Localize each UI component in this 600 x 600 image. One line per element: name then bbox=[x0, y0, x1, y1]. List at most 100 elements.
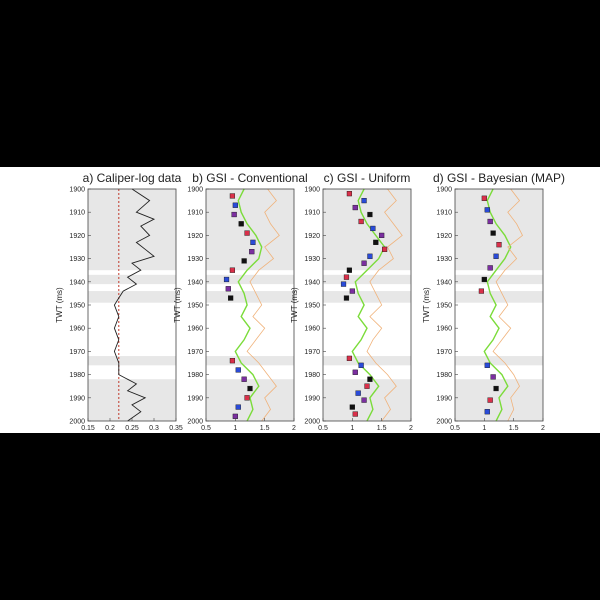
panel-c-data-marker bbox=[361, 260, 367, 266]
panel-b-shaded-interval bbox=[206, 356, 294, 366]
panel-c-data-marker bbox=[352, 204, 358, 211]
panel-d-y-tick-label: 1970 bbox=[436, 349, 452, 356]
panel-a-x-tick-label: 0.35 bbox=[169, 425, 183, 432]
panel-c-data-marker bbox=[379, 232, 385, 239]
panel-c-data-marker bbox=[346, 355, 353, 361]
panel-d-series-line bbox=[492, 188, 524, 422]
panel-b-y-tick-label: 1970 bbox=[187, 349, 203, 356]
panel-b-data-marker bbox=[247, 385, 253, 392]
panel-b-y-tick-label: 1900 bbox=[187, 187, 203, 194]
panel-d-shaded-interval bbox=[455, 189, 543, 271]
panel-c-data-marker bbox=[346, 267, 353, 273]
panel-b-data-marker bbox=[250, 239, 256, 245]
panel-b-x-tick-label: 1 bbox=[233, 425, 237, 432]
panel-b-data-marker bbox=[241, 258, 247, 264]
panel-a-y-tick-label: 1910 bbox=[69, 210, 85, 217]
panel-d-data-marker bbox=[481, 195, 487, 201]
panel-a-series-line bbox=[113, 188, 156, 422]
panel-a-x-tick-label: 0.25 bbox=[125, 425, 139, 432]
panel-c-data-marker bbox=[361, 198, 367, 204]
panel-c-shaded-interval bbox=[323, 189, 411, 271]
panel-b-data-marker bbox=[235, 367, 241, 373]
panel-c-shaded-interval bbox=[323, 274, 411, 285]
panel-c-series-line bbox=[366, 188, 403, 422]
panel-d-data-marker bbox=[484, 207, 490, 213]
figure-canvas: 1900 1910 1920 1930 1940 1950 1960 1970 1980 1990… bbox=[0, 167, 600, 433]
panel-d-y-axis-label: TWT (ms) bbox=[422, 287, 431, 323]
panel-c-data-marker bbox=[367, 376, 373, 382]
panel-d-y-tick-label: 1920 bbox=[436, 233, 452, 240]
panel-a-y-tick-label: 1900 bbox=[69, 187, 85, 194]
panel-b-data-marker bbox=[244, 230, 250, 236]
panel-c-shaded-interval bbox=[323, 356, 411, 366]
panel-a-y-tick-label: 1980 bbox=[69, 372, 85, 379]
panel-b-data-marker bbox=[231, 211, 237, 218]
panel-c-data-marker bbox=[343, 295, 350, 301]
panel-c-y-tick-label: 1930 bbox=[304, 256, 320, 263]
panel-c-data-marker bbox=[370, 225, 376, 232]
panel-b-data-marker bbox=[244, 395, 250, 401]
panel-b-y-tick-label: 1950 bbox=[187, 303, 203, 310]
panel-d-shaded-interval bbox=[455, 291, 543, 303]
panel-b-data-marker bbox=[235, 404, 241, 410]
panel-b-data-marker bbox=[229, 193, 236, 199]
panel-a-shaded-interval bbox=[88, 379, 176, 421]
panel-b-y-tick-label: 1990 bbox=[187, 395, 203, 402]
panel-a-y-tick-label: 1990 bbox=[69, 395, 85, 402]
panel-c-data-marker bbox=[364, 383, 370, 389]
panel-d-data-marker bbox=[484, 362, 490, 368]
panel-b-y-tick-label: 1910 bbox=[187, 210, 203, 217]
panel-b-y-tick-label: 1920 bbox=[187, 233, 203, 240]
panel-c-data-marker bbox=[355, 390, 361, 396]
panel-a-shaded-interval bbox=[88, 274, 176, 285]
panel-c-x-tick-label: 2 bbox=[409, 425, 413, 432]
panel-d-x-tick-label: 2 bbox=[541, 425, 545, 432]
panel-d-x-tick-label: 1 bbox=[482, 425, 486, 432]
panel-c-y-tick-label: 1960 bbox=[304, 326, 320, 333]
panel-b-data-marker bbox=[241, 376, 247, 382]
panel-c-data-marker bbox=[367, 253, 373, 259]
panel-a-x-tick-label: 0.3 bbox=[149, 425, 159, 432]
panel-c-x-tick-label: 0.5 bbox=[318, 425, 328, 432]
panel-d-shaded-interval bbox=[455, 274, 543, 285]
panel-c-shaded-interval bbox=[323, 291, 411, 303]
panel-c-y-tick-label: 2000 bbox=[304, 419, 320, 426]
panel-a-y-tick-label: 1970 bbox=[69, 349, 85, 356]
panel-d-data-marker bbox=[496, 242, 502, 248]
panel-a-shaded-interval bbox=[88, 189, 176, 271]
panel-d-data-marker bbox=[478, 288, 485, 294]
panel-b-y-axis-label: TWT (ms) bbox=[173, 287, 182, 323]
panel-c-x-tick-label: 1.5 bbox=[377, 425, 387, 432]
panel-a-x-tick-label: 0.15 bbox=[81, 425, 95, 432]
panel-b-y-tick-label: 1960 bbox=[187, 326, 203, 333]
panel-b-x-tick-label: 0.5 bbox=[201, 425, 211, 432]
panel-c-y-tick-label: 1940 bbox=[304, 279, 320, 286]
panel-b-data-marker bbox=[232, 202, 238, 208]
panel-c-series-line bbox=[351, 188, 386, 422]
panel-b-data-marker bbox=[249, 249, 255, 255]
panel-b-y-tick-label: 2000 bbox=[187, 419, 203, 426]
panel-a-y-tick-label: 1940 bbox=[69, 279, 85, 286]
panel-d-y-tick-label: 1900 bbox=[436, 187, 452, 194]
panel-d-data-marker bbox=[487, 397, 493, 403]
panel-c-data-marker bbox=[358, 218, 364, 225]
panel-c-y-tick-label: 1980 bbox=[304, 372, 320, 379]
panel-c-data-marker bbox=[352, 411, 358, 417]
panel-d-title: d) GSI - Bayesian (MAP) bbox=[433, 171, 565, 185]
panel-d-series-line bbox=[483, 188, 512, 422]
panel-b-title: b) GSI - Conventional bbox=[192, 171, 307, 185]
panel-c-y-tick-label: 1910 bbox=[304, 210, 320, 217]
panel-b-shaded-interval bbox=[206, 189, 294, 271]
panel-b-x-tick-label: 1.5 bbox=[260, 425, 270, 432]
panel-b-data-marker bbox=[223, 276, 230, 283]
panel-d-y-tick-label: 1980 bbox=[436, 372, 452, 379]
panel-c-title: c) GSI - Uniform bbox=[324, 171, 411, 185]
panel-c-data-marker bbox=[346, 191, 353, 197]
panel-a-shaded-interval bbox=[88, 356, 176, 366]
panel-d-data-marker bbox=[490, 374, 496, 380]
panel-c-data-marker bbox=[382, 246, 388, 252]
panel-d-data-marker bbox=[493, 253, 499, 259]
panel-a-shaded-interval bbox=[88, 291, 176, 303]
panel-d-shaded-interval bbox=[455, 356, 543, 366]
panel-a-y-tick-label: 1960 bbox=[69, 326, 85, 333]
